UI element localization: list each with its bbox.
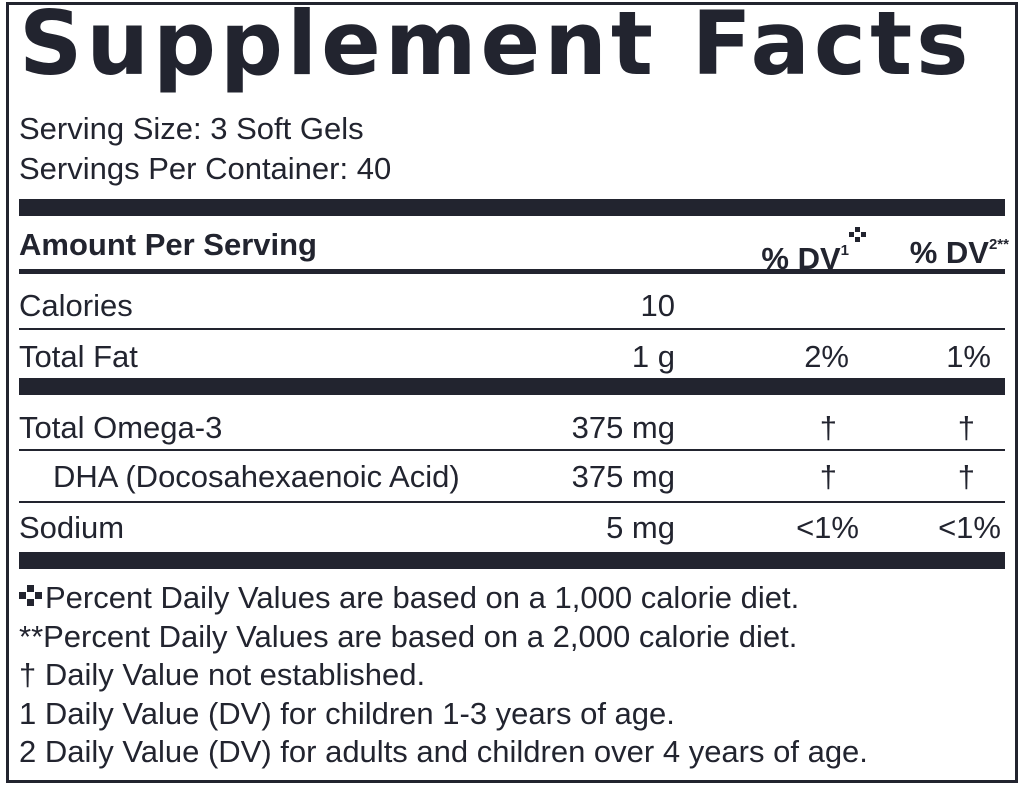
panel-title: Supplement Facts [19, 0, 973, 95]
dv2-label: % DV [909, 235, 989, 270]
footnote-dv1-children: 1 Daily Value (DV) for children 1-3 year… [19, 695, 675, 731]
nutrient-name-sodium: Sodium [19, 510, 125, 545]
nutrient-dv2-dha: † [957, 459, 975, 494]
nutrient-dv1-total-omega-3: † [819, 410, 837, 445]
servings-per-container: Servings Per Container: 40 [19, 151, 392, 186]
nutrient-dv1-dha: † [819, 459, 837, 494]
nutrient-dv2-total-omega-3: † [957, 410, 975, 445]
footnote-dv2-adults: 2 Daily Value (DV) for adults and childr… [19, 734, 868, 769]
row-divider [19, 328, 1005, 330]
nutrient-dv2-total-fat: 1% [946, 339, 991, 374]
nutrient-amount-sodium: 5 mg [606, 510, 675, 545]
nutrient-name-total-omega-3: Total Omega-3 [19, 410, 223, 445]
nutrient-amount-calories: 10 [640, 288, 675, 323]
footnotes: Percent Daily Values are based on a 1,00… [19, 579, 868, 772]
dv1-superscript: 1 [841, 227, 867, 259]
four-square-cross-icon [849, 227, 867, 243]
divider-thick [19, 552, 1005, 569]
nutrient-name-total-fat: Total Fat [19, 339, 138, 374]
row-divider [19, 449, 1005, 451]
divider-thick [19, 378, 1005, 395]
amount-per-serving-header: Amount Per Serving [19, 227, 317, 262]
dv2-superscript: 2** [988, 236, 1009, 253]
nutrient-name-dha: DHA (Docosahexaenoic Acid) [53, 459, 460, 494]
nutrient-amount-dha: 375 mg [571, 459, 675, 494]
supplement-facts-panel: Supplement Facts Serving Size: 3 Soft Ge… [6, 0, 1018, 783]
nutrient-name-calories: Calories [19, 288, 133, 323]
divider-thick [19, 199, 1005, 216]
divider-medium [19, 269, 1005, 274]
nutrient-dv1-sodium: <1% [796, 510, 859, 545]
row-divider [19, 501, 1005, 503]
four-square-cross-icon [19, 585, 43, 607]
footnote-1000-calorie: Percent Daily Values are based on a 1,00… [19, 579, 868, 618]
serving-size: Serving Size: 3 Soft Gels [19, 111, 364, 146]
footnote-2000-calorie: **Percent Daily Values are based on a 2,… [19, 618, 798, 654]
dv2-column-header: % DV2** [910, 227, 1009, 271]
nutrient-dv2-sodium: <1% [938, 510, 1001, 545]
footnote-dagger: † Daily Value not established. [19, 657, 426, 692]
nutrient-amount-total-fat: 1 g [631, 339, 675, 374]
nutrient-amount-total-omega-3: 375 mg [571, 410, 675, 445]
nutrient-dv1-total-fat: 2% [804, 339, 849, 374]
